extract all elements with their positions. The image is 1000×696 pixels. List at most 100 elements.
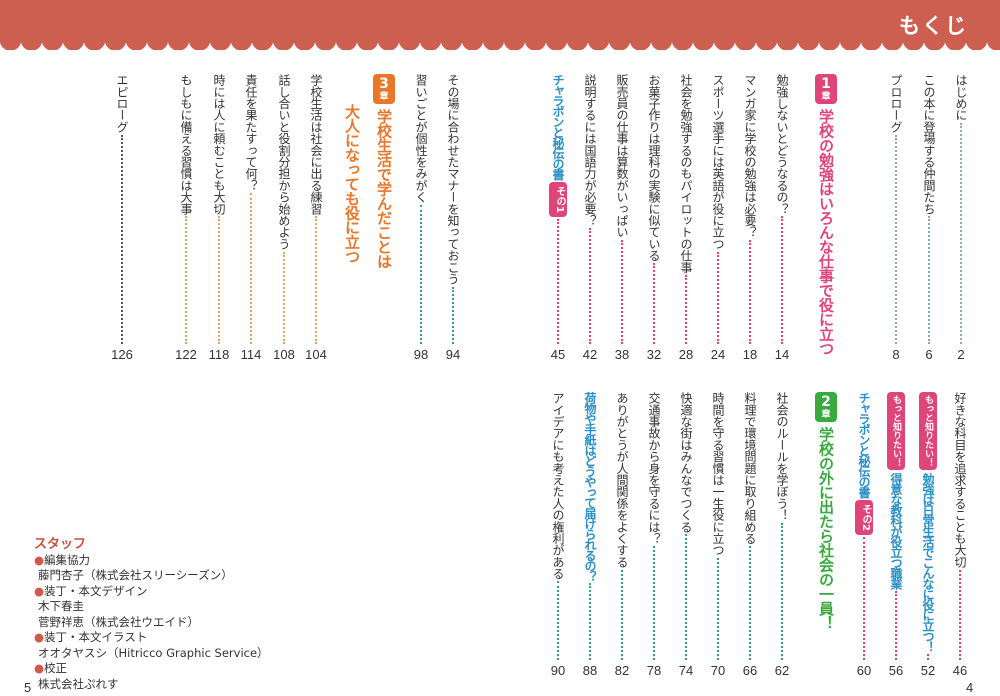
entry-title: マンガ家に学校の勉強は必要？ <box>743 74 757 238</box>
staff-name: 木下春圭 <box>38 599 84 613</box>
sono-badge: その2 <box>855 500 873 535</box>
entry-title: 勉強しないとどうなるの？ <box>775 74 789 215</box>
chapter-heading[interactable]: 大人になっても役に立つ <box>340 104 364 264</box>
page-number: 90 <box>550 663 566 678</box>
dotted-leader <box>218 216 220 344</box>
page-number: 108 <box>273 347 295 362</box>
toc-entry[interactable]: 時間を守る習慣は一生役に立つ 70 <box>706 392 730 678</box>
entry-title: プロローグ <box>889 74 903 133</box>
dotted-leader <box>928 216 930 344</box>
toc-entry[interactable]: もしもに備える習慣は大事 122 <box>174 74 198 362</box>
staff-role: ●校正 <box>34 661 269 677</box>
scalloped-edge <box>0 40 1000 50</box>
bullet-icon: ● <box>34 552 45 567</box>
toc-entry[interactable]: マンガ家に学校の勉強は必要？ 18 <box>738 74 762 362</box>
toc-entry[interactable]: 説明するには国語力が必要？ 42 <box>578 74 602 362</box>
toc-entry[interactable]: お菓子作りは理科の実験に似ている 32 <box>642 74 666 362</box>
toc-entry[interactable]: 好きな科目を追求することも大切 46 <box>948 392 972 678</box>
toc-entry[interactable]: 販売員の仕事は算数がいっぱい 38 <box>610 74 634 362</box>
entry-title: 勉強は日常生活でこんなに役に立つ！ <box>921 473 935 652</box>
page-number: 6 <box>925 347 933 362</box>
chapter-suffix: 章 <box>379 92 389 102</box>
chapter-number: 2 <box>821 394 831 410</box>
staff-heading: スタッフ <box>34 537 87 552</box>
page-number: 46 <box>952 663 968 678</box>
chapter-number: 1 <box>821 76 831 92</box>
toc-entry[interactable]: 交通事故から身を守るには？ 78 <box>642 392 666 678</box>
toc-entry[interactable]: 勉強しないとどうなるの？ 14 <box>770 74 794 362</box>
toc-entry[interactable]: もっと知りたい！ 勉強は日常生活でこんなに役に立つ！ 52 <box>916 392 940 678</box>
dotted-leader <box>863 536 865 660</box>
staff-role-label: 装丁・本文イラスト <box>44 630 148 644</box>
page-number: 118 <box>208 347 230 362</box>
page-number: 56 <box>888 663 904 678</box>
dotted-leader <box>315 216 317 344</box>
toc-entry[interactable]: 荷物や手紙はどうやって届けられるの？ 88 <box>578 392 602 678</box>
dotted-leader <box>621 569 623 660</box>
dotted-leader <box>621 239 623 344</box>
dotted-leader <box>185 216 187 344</box>
toc-entry[interactable]: エピローグ 126 <box>110 74 134 362</box>
chapter-heading[interactable]: 2 章学校の外に出たら社会の一員！ <box>814 392 838 630</box>
staff-role: ●編集協力 <box>34 553 269 569</box>
chapter-heading[interactable]: 3 章学校生活で学んだことは <box>372 74 396 269</box>
dotted-leader <box>589 228 591 344</box>
toc-entry[interactable]: チャラポンと秘伝の書 その1 45 <box>546 74 570 362</box>
toc-entry[interactable]: はじめに 2 <box>949 74 973 362</box>
dotted-leader <box>452 286 454 344</box>
toc-entry[interactable]: 料理で環境問題に取り組める 66 <box>738 392 762 678</box>
page-number: 52 <box>920 663 936 678</box>
toc-entry[interactable]: もっと知りたい！ 得意な教科が役立つ職業 56 <box>884 392 908 678</box>
dotted-leader <box>557 581 559 660</box>
page-number: 45 <box>550 347 566 362</box>
toc-entry[interactable]: 時には人に頼むことも大切 118 <box>207 74 231 362</box>
dotted-leader <box>960 122 962 344</box>
dotted-leader <box>653 263 655 344</box>
page-number: 126 <box>111 347 133 362</box>
toc-entry[interactable]: この本に登場する仲間たち 6 <box>917 74 941 362</box>
toc-entry[interactable]: プロローグ 8 <box>884 74 908 362</box>
entry-title: チャラポンと秘伝の書 <box>551 74 565 179</box>
page-number: 38 <box>614 347 630 362</box>
toc-entry[interactable]: 学校生活は社会に出る練習 104 <box>304 74 328 362</box>
chapter-number: 3 <box>379 76 389 92</box>
toc-entry[interactable]: 社会のルールを学ぼう！ 62 <box>770 392 794 678</box>
toc-entry[interactable]: 社会を勉強するのもパイロットの仕事 28 <box>674 74 698 362</box>
entry-title: 料理で環境問題に取り組める <box>743 392 757 545</box>
staff-role-label: 装丁・本文デザイン <box>44 583 148 598</box>
toc-entry[interactable]: スポーツ選手には英語が役に立つ 24 <box>706 74 730 362</box>
dotted-leader <box>781 216 783 344</box>
entry-title: 販売員の仕事は算数がいっぱい <box>615 74 629 238</box>
toc-entry[interactable]: アイデアにも考えた人の権利がある 90 <box>546 392 570 678</box>
toc-entry[interactable]: 責任を果たすって何？ 114 <box>239 74 263 362</box>
dotted-leader <box>685 534 687 660</box>
entry-title: 得意な教科が役立つ職業 <box>889 473 903 589</box>
chapter-heading[interactable]: 1 章学校の勉強はいろんな仕事で役に立つ <box>814 74 838 356</box>
page-number: 94 <box>445 347 461 362</box>
dotted-leader <box>717 557 719 660</box>
staff-role-label: 編集協力 <box>44 552 91 567</box>
toc-entry[interactable]: その場に合わせたマナーを知っておこう 94 <box>441 74 465 362</box>
page-number: 66 <box>742 663 758 678</box>
toc-entry[interactable]: 習いごとが個性をみがく 98 <box>409 74 433 362</box>
toc-entry[interactable]: チャラポンと秘伝の書 その2 60 <box>852 392 876 678</box>
entry-title: 時には人に頼むことも大切 <box>212 74 226 215</box>
page-number: 60 <box>856 663 872 678</box>
entry-title: 説明するには国語力が必要？ <box>583 74 597 227</box>
dotted-leader <box>959 569 961 660</box>
page-number: 28 <box>678 347 694 362</box>
staff-role: ●装丁・本文イラスト <box>34 630 269 646</box>
page-number: 14 <box>774 347 790 362</box>
entry-title: 荷物や手紙はどうやって届けられるの？ <box>583 392 597 581</box>
chapter-suffix: 章 <box>821 410 831 420</box>
page-number: 70 <box>710 663 726 678</box>
bullet-icon: ● <box>34 661 45 675</box>
dotted-leader <box>781 522 783 660</box>
entry-title: はじめに <box>954 74 968 121</box>
toc-entry[interactable]: 快適な街はみんなでつくる 74 <box>674 392 698 678</box>
page-number: 24 <box>710 347 726 362</box>
toc-entry[interactable]: ありがとうが人間関係をよくする 82 <box>610 392 634 678</box>
toc-entry[interactable]: 話し合いと役割分担から始めよう 108 <box>272 74 296 362</box>
